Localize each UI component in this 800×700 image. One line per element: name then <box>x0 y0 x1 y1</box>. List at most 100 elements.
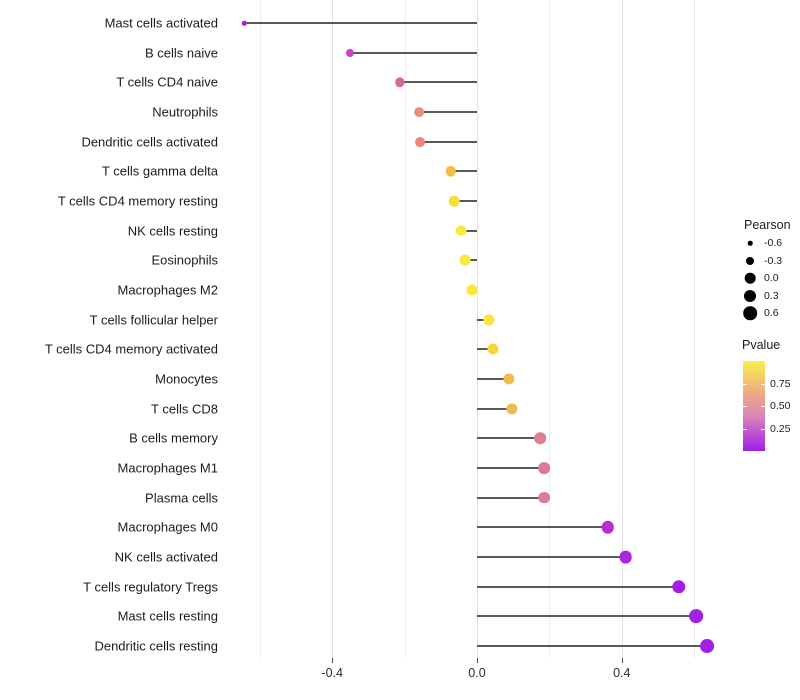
lollipop-point <box>395 77 405 88</box>
lollipop-stem <box>477 318 489 321</box>
lollipop-stem <box>477 585 679 588</box>
category-label: Macrophages M2 <box>117 282 218 298</box>
colorbar-tickmark <box>743 428 747 430</box>
gridline <box>332 0 334 658</box>
lollipop-stem <box>454 200 477 203</box>
category-label: B cells memory <box>129 430 218 446</box>
lollipop-stem <box>477 407 512 410</box>
category-label: Dendritic cells resting <box>94 638 218 654</box>
pearson-legend-dot <box>743 306 757 320</box>
colorbar-tickmark <box>761 428 765 430</box>
lollipop-point <box>487 343 499 355</box>
gridline <box>477 0 478 658</box>
lollipop-stem <box>477 496 545 499</box>
pearson-legend-entry: 0.3 <box>736 287 800 305</box>
lollipop-stem <box>420 140 477 143</box>
pearson-legend-label: -0.3 <box>764 254 783 267</box>
lollipop-stem <box>419 111 477 113</box>
category-label: Neutrophils <box>152 104 218 120</box>
lollipop-point <box>459 254 471 266</box>
category-label: T cells regulatory Tregs <box>83 579 218 595</box>
pearson-legend-entry: 0.0 <box>736 269 800 287</box>
lollipop-stem <box>244 22 477 24</box>
lollipop-stem <box>450 170 477 173</box>
lollipop-point <box>538 491 551 504</box>
colorbar-tickmark <box>761 383 765 385</box>
lollipop-stem <box>477 437 541 440</box>
category-label: Plasma cells <box>145 490 218 506</box>
category-label: Macrophages M1 <box>117 460 218 476</box>
lollipop-point <box>483 314 495 326</box>
x-axis-tick <box>621 658 623 663</box>
gridline <box>549 0 551 658</box>
category-label: NK cells resting <box>127 223 218 239</box>
lollipop-stem <box>477 467 545 470</box>
colorbar-tick-label: 0.50 <box>770 400 791 412</box>
lollipop-stem <box>349 51 477 54</box>
lollipop-point <box>415 136 426 147</box>
category-label: T cells gamma delta <box>101 163 218 179</box>
lollipop-stem <box>477 378 509 381</box>
lollipop-point <box>455 225 467 237</box>
gridline <box>404 0 406 658</box>
lollipop-point <box>619 550 633 564</box>
category-label: Monocytes <box>155 371 218 387</box>
lollipop-point <box>414 107 424 117</box>
category-label: Eosinophils <box>151 252 219 268</box>
colorbar-tick-label: 0.75 <box>770 377 791 390</box>
lollipop-point <box>700 639 715 654</box>
lollipop-point <box>601 521 615 534</box>
lollipop-point <box>445 166 456 177</box>
lollipop-point <box>689 609 703 624</box>
lollipop-stem <box>461 229 477 232</box>
pearson-legend-dot <box>744 289 756 302</box>
pearson-legend-title: Pearson <box>744 218 791 232</box>
lollipop-stem <box>465 259 477 262</box>
lollipop-stem <box>477 526 609 529</box>
pvalue-colorbar <box>743 361 765 451</box>
category-label: NK cells activated <box>114 549 218 565</box>
plot-area: Mast cells activated B cells naive T cells… <box>45 0 730 680</box>
pearson-legend-dot <box>746 256 754 265</box>
pearson-legend-entry: -0.6 <box>736 234 800 252</box>
category-label: T cells CD4 naive <box>116 74 218 90</box>
pearson-legend-dot <box>747 240 753 246</box>
lollipop-stem <box>399 81 477 84</box>
category-label: T cells CD8 <box>151 401 218 417</box>
lollipop-point <box>503 373 515 385</box>
pvalue-legend-title: Pvalue <box>742 338 781 352</box>
x-axis-tick-label: 0.4 <box>613 666 631 680</box>
pearson-legend-label: 0.3 <box>764 289 779 302</box>
category-label: Mast cells activated <box>104 15 218 31</box>
lollipop-point <box>448 195 460 207</box>
colorbar-tick-label: 0.25 <box>770 422 791 435</box>
pearson-legend-label: -0.6 <box>764 237 783 249</box>
pearson-legend-label: 0.6 <box>764 307 779 319</box>
colorbar-tickmark <box>743 383 747 385</box>
category-label: Dendritic cells activated <box>81 134 218 150</box>
pearson-legend-label: 0.0 <box>764 272 779 284</box>
lollipop-point <box>534 432 547 445</box>
x-axis-tick-label: -0.4 <box>321 666 343 680</box>
lollipop-point <box>671 580 686 594</box>
category-label: T cells CD4 memory resting <box>57 193 218 209</box>
lollipop-stem <box>477 645 708 648</box>
category-label: B cells naive <box>145 45 218 61</box>
x-axis-tick <box>332 658 334 663</box>
lollipop-point <box>345 48 354 57</box>
gridline <box>259 0 261 658</box>
lollipop-point <box>466 284 478 296</box>
gridline <box>694 0 696 658</box>
pearson-legend-dot <box>744 272 756 284</box>
lollipop-point <box>241 20 247 26</box>
lollipop-point <box>506 403 518 415</box>
lollipop-stem <box>477 348 493 351</box>
pearson-legend-entry: 0.6 <box>736 304 800 322</box>
colorbar-tickmark <box>761 406 765 407</box>
x-axis-tick-label: 0.0 <box>468 666 486 680</box>
category-label: Macrophages M0 <box>117 519 218 535</box>
lollipop-stem <box>477 556 626 559</box>
legend-area: Pearson -0.6 -0.3 0.0 0.3 0.6 Pvalue 0.75 0.5… <box>736 0 800 700</box>
pearson-legend-entry: -0.3 <box>736 252 800 270</box>
